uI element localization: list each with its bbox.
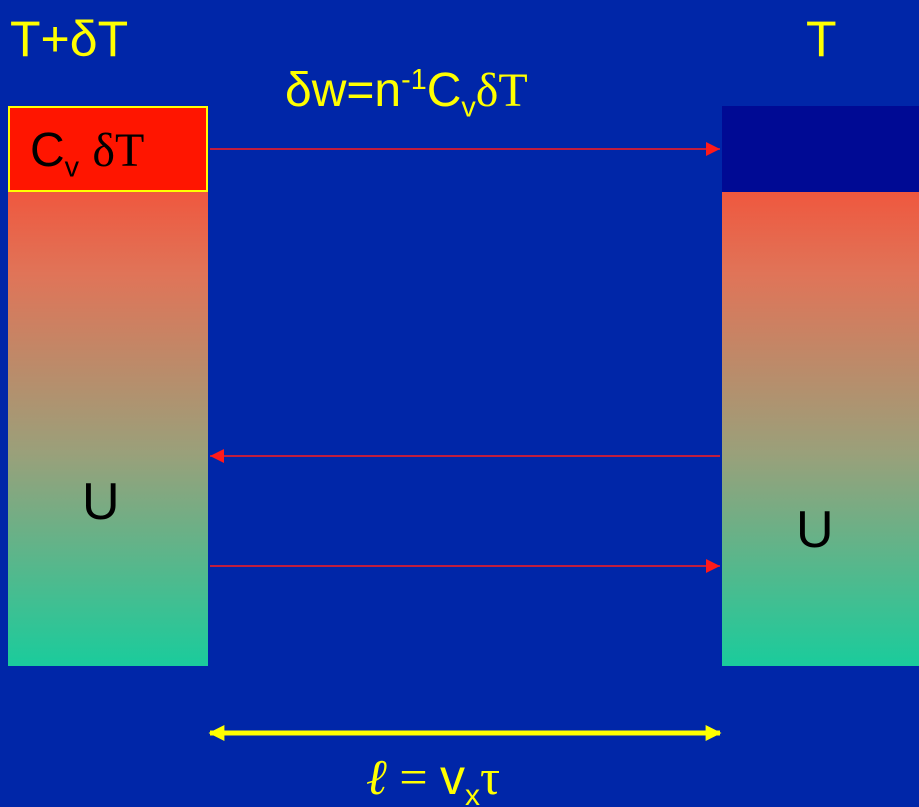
work-equation-prefix: δw=n	[285, 64, 402, 117]
left-energy-text: U	[82, 473, 120, 531]
right-energy-label: U	[796, 504, 834, 556]
left-column	[8, 106, 208, 666]
left-energy-label: U	[82, 476, 120, 528]
heat-box	[8, 106, 208, 192]
mfp-v: v	[440, 749, 466, 805]
mean-free-path-label: ℓ = vxτ	[366, 752, 500, 807]
mfp-tau: τ	[480, 749, 501, 805]
work-equation-subscript: v	[461, 91, 476, 124]
right-empty-box	[722, 106, 919, 192]
work-equation: δw=n-1CvδT	[285, 66, 528, 122]
mfp-subscript: x	[465, 779, 481, 807]
heat-box-c: C	[30, 124, 65, 177]
mfp-equals: =	[386, 749, 441, 805]
heat-box-label: Cv δT	[30, 127, 144, 182]
work-equation-c: C	[426, 64, 462, 117]
work-equation-delta-t: δT	[475, 64, 528, 117]
work-equation-exponent: -1	[401, 64, 427, 96]
right-temperature-label: T	[806, 14, 837, 64]
right-column	[722, 106, 919, 666]
heat-box-subscript: v	[64, 151, 80, 184]
heat-box-delta-t: δT	[92, 124, 145, 177]
left-temperature-label: T+δT	[10, 14, 128, 64]
mfp-ell: ℓ	[366, 749, 387, 805]
right-temperature-text: T	[806, 11, 837, 67]
left-temperature-text: T+δT	[10, 11, 129, 67]
right-energy-text: U	[796, 501, 834, 559]
